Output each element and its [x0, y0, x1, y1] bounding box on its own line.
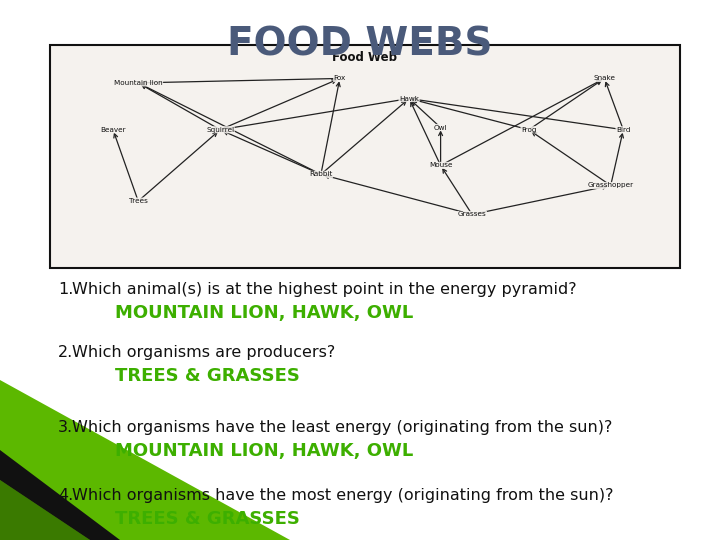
Text: 1.: 1. — [58, 282, 73, 297]
Text: Rabbit: Rabbit — [309, 171, 333, 177]
Text: TREES & GRASSES: TREES & GRASSES — [115, 510, 300, 528]
Text: Mouse: Mouse — [429, 163, 452, 168]
Text: Bird: Bird — [616, 127, 631, 133]
Text: 2.: 2. — [58, 345, 73, 360]
Text: Food Web: Food Web — [333, 51, 397, 64]
Text: Mountain lion: Mountain lion — [114, 80, 163, 86]
Text: Hawk: Hawk — [399, 96, 419, 102]
Text: Beaver: Beaver — [100, 127, 126, 133]
Text: Which organisms have the most energy (originating from the sun)?: Which organisms have the most energy (or… — [72, 488, 613, 503]
Polygon shape — [0, 450, 120, 540]
Polygon shape — [0, 480, 90, 540]
Text: Which organisms have the least energy (originating from the sun)?: Which organisms have the least energy (o… — [72, 420, 613, 435]
Text: Which organisms are producers?: Which organisms are producers? — [72, 345, 336, 360]
Text: Grasshopper: Grasshopper — [588, 183, 634, 188]
Text: TREES & GRASSES: TREES & GRASSES — [115, 367, 300, 385]
Text: 4.: 4. — [58, 488, 73, 503]
Text: Trees: Trees — [129, 198, 148, 204]
FancyBboxPatch shape — [50, 45, 680, 268]
Text: MOUNTAIN LION, HAWK, OWL: MOUNTAIN LION, HAWK, OWL — [115, 442, 413, 460]
Text: MOUNTAIN LION, HAWK, OWL: MOUNTAIN LION, HAWK, OWL — [115, 304, 413, 322]
Text: Snake: Snake — [593, 76, 616, 82]
Text: Fox: Fox — [333, 76, 346, 82]
Text: Owl: Owl — [434, 125, 447, 131]
Text: 3.: 3. — [58, 420, 73, 435]
Text: FOOD WEBS: FOOD WEBS — [228, 25, 492, 63]
Polygon shape — [0, 380, 290, 540]
Text: Grasses: Grasses — [458, 212, 487, 218]
Text: Which animal(s) is at the highest point in the energy pyramid?: Which animal(s) is at the highest point … — [72, 282, 577, 297]
Text: Squirrel: Squirrel — [206, 127, 234, 133]
Text: Frog: Frog — [521, 127, 536, 133]
